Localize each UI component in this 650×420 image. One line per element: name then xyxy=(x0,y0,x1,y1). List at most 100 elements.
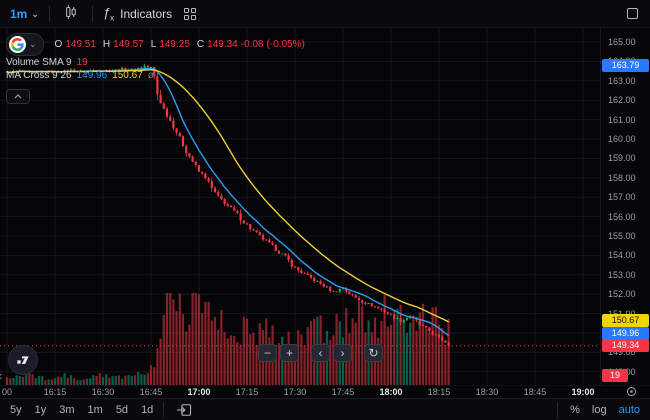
percent-scale-button[interactable]: % xyxy=(570,403,580,416)
price-tick-label: 165.00 xyxy=(608,37,636,47)
price-tick-label: 158.00 xyxy=(608,172,636,183)
time-tick-label: 17:45 xyxy=(331,387,355,397)
time-tick-label: 00 xyxy=(1,387,13,397)
volume-indicator-title: Volume SMA 9 xyxy=(6,56,72,68)
tradingview-logo-icon xyxy=(17,356,29,364)
price-tick-label: 155.00 xyxy=(608,231,636,241)
price-tick-label: 160.00 xyxy=(608,134,636,144)
zoom-in-button[interactable]: + xyxy=(280,344,299,362)
price-tick-label: 152.00 xyxy=(608,289,636,300)
open-value: 149.51 xyxy=(65,38,96,50)
top-toolbar: 1m ⌄ ƒx Indicators xyxy=(0,0,650,28)
range-button-3m[interactable]: 3m xyxy=(59,403,75,416)
volume-indicator-row[interactable]: Volume SMA 9 19 xyxy=(6,56,305,68)
bottom-toolbar: 5y 1y 3m 1m 5d 1d % log auto xyxy=(0,398,650,420)
low-value: 149.25 xyxy=(159,38,190,50)
ma-cross-indicator-row[interactable]: MA Cross 9 26 149.96 150.67 ø xyxy=(6,69,305,81)
zoom-out-button[interactable]: − xyxy=(258,344,277,362)
function-fx-icon: ƒx xyxy=(102,4,115,23)
go-to-date-button[interactable] xyxy=(174,401,194,419)
indicators-button[interactable]: ƒx Indicators xyxy=(103,5,172,23)
scroll-to-realtime-icon[interactable] xyxy=(626,386,637,398)
close-label: C xyxy=(196,38,205,50)
chevron-down-icon: ⌄ xyxy=(31,8,39,19)
symbol-row: ⌄ O 149.51 H 149.57 L 149.25 C 149.34 -0.08 … xyxy=(6,32,305,56)
chart-main-row: ⌄ O 149.51 H 149.57 L 149.25 C 149.34 -0.08 … xyxy=(0,28,650,385)
interval-label: 1m xyxy=(10,6,28,21)
indicators-label: Indicators xyxy=(120,6,173,21)
chart-pane[interactable]: ⌄ O 149.51 H 149.57 L 149.25 C 149.34 -0.08 … xyxy=(0,28,600,385)
ma-fast-value: 149.96 xyxy=(76,69,108,81)
range-button-1m[interactable]: 1m xyxy=(87,403,103,416)
price-tick-label: 162.00 xyxy=(608,95,636,106)
tradingview-logo[interactable] xyxy=(8,345,38,375)
high-value: 149.57 xyxy=(113,38,144,50)
scale-controls: % log auto xyxy=(557,401,640,418)
time-tick-label: 16:45 xyxy=(139,387,163,397)
price-tick-label: 157.00 xyxy=(608,192,636,203)
time-tick-label: 18:15 xyxy=(427,387,451,397)
time-tick-label: 18:30 xyxy=(475,387,499,397)
low-label: L xyxy=(150,38,157,50)
fullscreen-icon xyxy=(627,8,638,19)
price-badge-150-67: 150.67 xyxy=(602,313,649,327)
reset-chart-button[interactable]: ↻ xyxy=(364,344,383,362)
chart-legend: ⌄ O 149.51 H 149.57 L 149.25 C 149.34 -0.08 … xyxy=(6,32,305,104)
interval-selector[interactable]: 1m ⌄ xyxy=(10,7,39,21)
fullscreen-button[interactable] xyxy=(625,6,640,21)
volume-indicator-value: 19 xyxy=(76,56,88,68)
date-range-selector: 5y 1y 3m 1m 5d 1d xyxy=(10,404,153,416)
change-value: -0.08 xyxy=(240,38,264,50)
time-tick-label: 16:15 xyxy=(43,387,67,397)
divider xyxy=(91,5,93,22)
range-button-1d[interactable]: 1d xyxy=(141,403,154,416)
price-tick-label: 154.00 xyxy=(608,250,636,261)
range-button-5d[interactable]: 5d xyxy=(115,403,129,416)
price-tick-label: 153.00 xyxy=(608,269,636,280)
divider xyxy=(48,5,50,22)
time-tick-label: 17:30 xyxy=(283,387,307,397)
price-tick-label: 161.00 xyxy=(608,114,636,125)
time-tick-label: 17:00 xyxy=(187,387,211,397)
divider xyxy=(557,401,559,418)
layout-grid-button[interactable] xyxy=(182,6,198,22)
time-tick-label: 18:45 xyxy=(523,387,547,397)
divider xyxy=(163,401,165,418)
ohlc-values: O 149.51 H 149.57 L 149.25 C 149.34 -0.08 (-… xyxy=(51,39,305,50)
scroll-right-button[interactable]: › xyxy=(333,344,352,362)
price-tick-label: 159.00 xyxy=(608,153,636,164)
chevron-left-icon[interactable]: ‹ xyxy=(0,368,2,383)
time-tick-label: 16:30 xyxy=(91,387,115,397)
legend-collapse-button[interactable] xyxy=(6,89,30,104)
ma-slow-value: 150.67 xyxy=(112,69,143,81)
price-axis[interactable]: 165.00164.00163.00162.00161.00160.00159.… xyxy=(600,28,650,385)
go-to-date-icon xyxy=(177,403,192,416)
price-badge-149-34: 149.34 xyxy=(602,339,649,353)
candlestick-icon xyxy=(62,3,80,24)
ma-cross-title: MA Cross 9 26 xyxy=(6,69,72,81)
range-button-5y[interactable]: 5y xyxy=(10,403,22,416)
price-tick-label: 149.00 xyxy=(608,347,636,358)
time-tick-label: 18:00 xyxy=(379,387,403,397)
chart-style-button[interactable] xyxy=(60,1,82,26)
time-tick-label: 19:00 xyxy=(571,387,595,397)
change-percent: (-0.05%) xyxy=(266,38,305,50)
price-tick-label: 156.00 xyxy=(608,211,636,222)
price-badge-149-96: 149.96 xyxy=(602,327,649,341)
price-badge-19: 19 xyxy=(602,368,628,382)
auto-scale-button[interactable]: auto xyxy=(618,403,640,416)
price-badge-163-79: 163.79 xyxy=(602,59,649,72)
time-axis[interactable]: 00 16:15 16:30 16:45 17:00 17:15 17:30 17:45 18:… xyxy=(0,385,650,398)
log-scale-button[interactable]: log xyxy=(591,403,607,416)
candlestick-chart-canvas[interactable] xyxy=(0,28,600,385)
symbol-button[interactable]: ⌄ xyxy=(6,32,44,56)
time-tick-label: 17:15 xyxy=(235,387,259,397)
layout-grid-icon xyxy=(184,7,197,20)
chart-navigation-toolbar: − + ‹ › ↻ xyxy=(258,344,383,362)
scroll-left-button[interactable]: ‹ xyxy=(311,344,330,362)
range-button-1y[interactable]: 1y xyxy=(34,403,47,416)
chevron-down-icon: ⌄ xyxy=(29,39,37,49)
chevron-up-icon xyxy=(14,94,22,99)
hide-indicator-icon[interactable]: ø xyxy=(147,69,154,81)
